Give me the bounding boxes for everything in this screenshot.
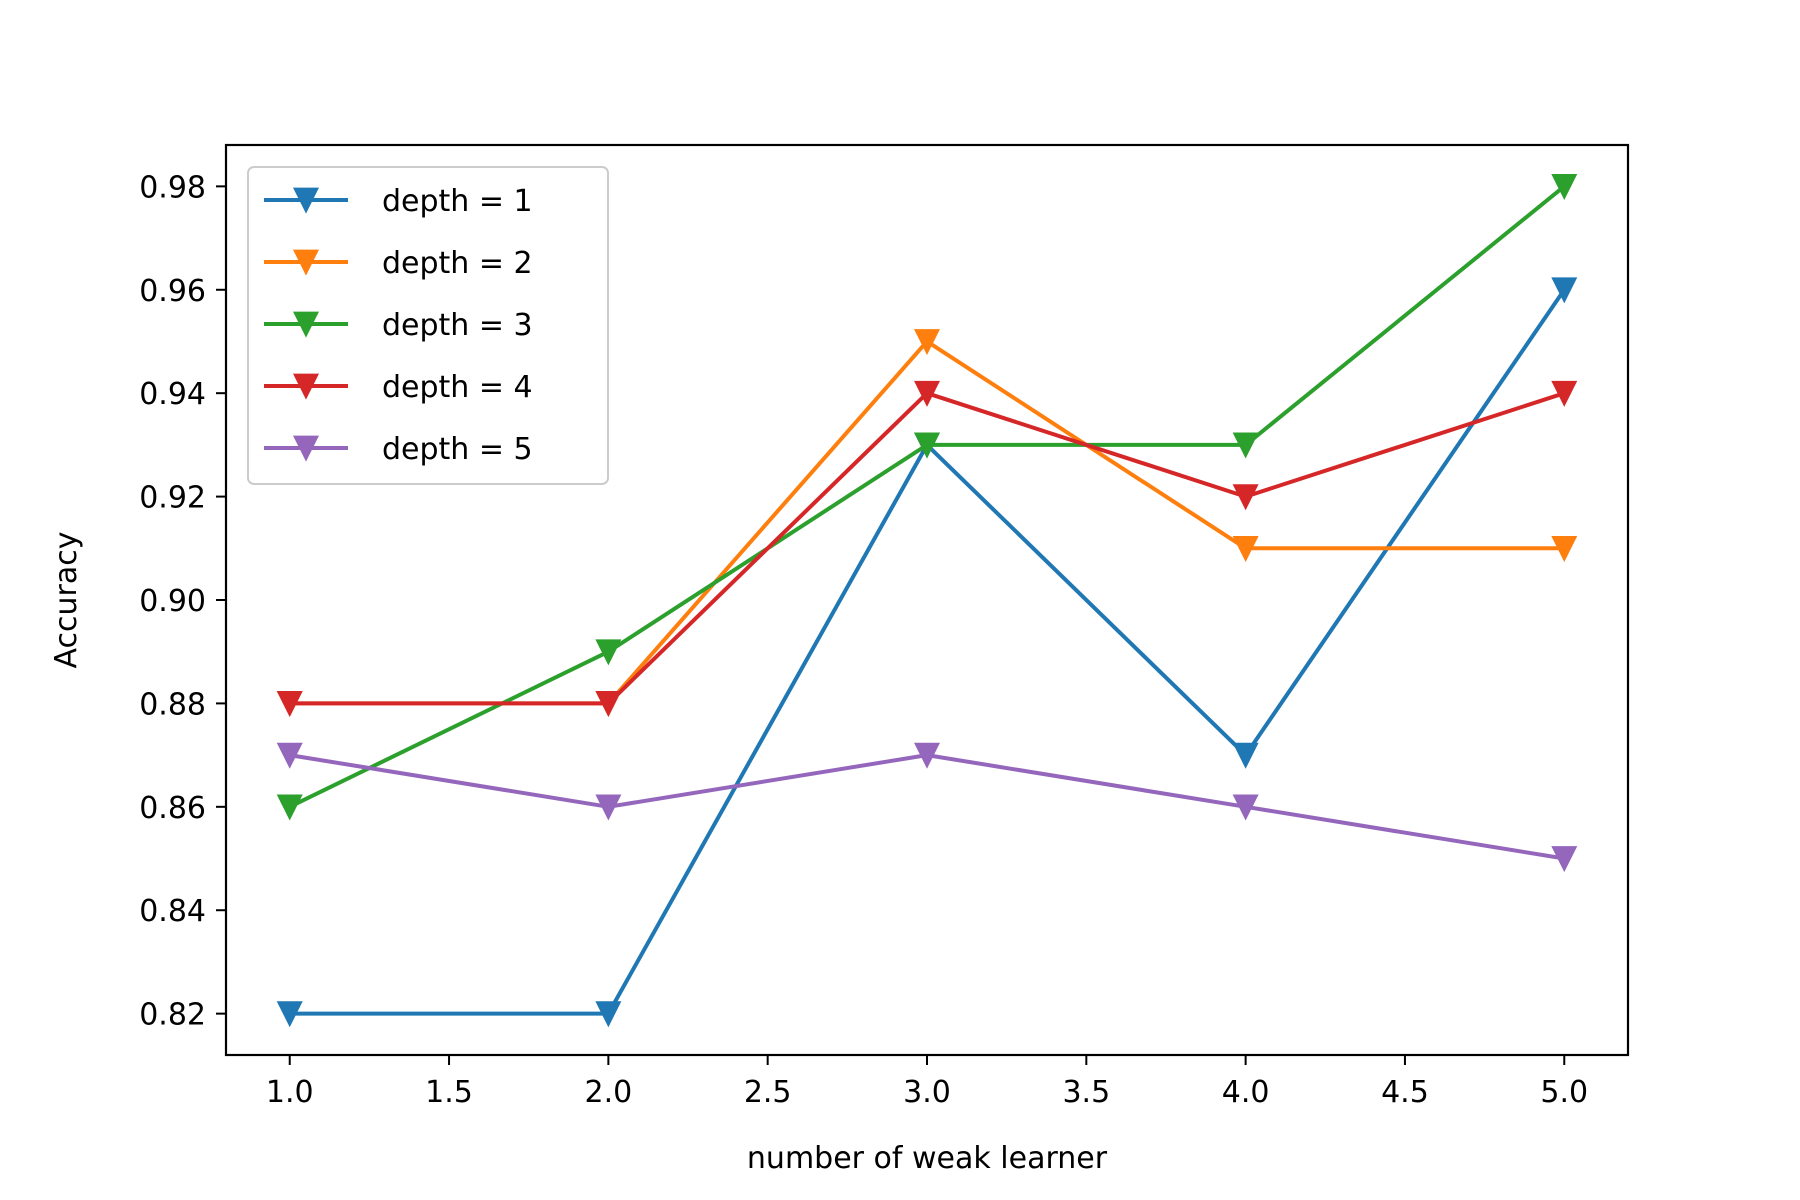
x-tick-label: 3.5 xyxy=(1062,1075,1110,1110)
data-point-marker xyxy=(914,329,940,356)
y-axis: 0.82 0.84 0.86 0.88 0.90 0.92 0.94 0.96 0.98 xyxy=(139,170,226,1033)
legend-marker xyxy=(293,187,319,214)
legend-box xyxy=(247,166,609,485)
legend-marker xyxy=(293,249,319,276)
x-tick-label: 3.0 xyxy=(903,1075,951,1110)
data-point-marker xyxy=(914,742,940,769)
y-tick-label: 0.88 xyxy=(139,687,206,722)
y-tick-label: 0.92 xyxy=(139,481,206,516)
y-tick-label: 0.96 xyxy=(139,274,206,309)
legend-item: depth = 5 xyxy=(264,432,533,467)
data-point-marker xyxy=(276,1001,303,1028)
legend-label: depth = 5 xyxy=(382,432,533,467)
series-layer xyxy=(276,174,1578,1028)
plot-frame xyxy=(224,143,1630,1057)
data-point-marker xyxy=(1232,794,1259,821)
x-tick-label: 1.0 xyxy=(266,1075,314,1110)
data-point-marker xyxy=(595,639,622,666)
y-tick-label: 0.94 xyxy=(139,377,206,412)
series-4 xyxy=(276,380,1578,718)
x-axis-title: number of weak learner xyxy=(747,1141,1108,1176)
legend-label: depth = 3 xyxy=(382,308,533,343)
legend-label: depth = 1 xyxy=(382,184,533,219)
legend-marker xyxy=(293,435,319,462)
data-point-marker xyxy=(1232,535,1259,562)
y-tick-label: 0.86 xyxy=(139,791,206,826)
y-tick-label: 0.90 xyxy=(139,584,206,619)
legend-item: depth = 2 xyxy=(264,246,533,281)
data-point-marker xyxy=(1232,484,1259,511)
data-point-marker xyxy=(1551,174,1578,201)
legend-marker xyxy=(293,373,319,400)
x-tick-label: 4.0 xyxy=(1222,1075,1270,1110)
legend-label: depth = 4 xyxy=(382,370,533,405)
data-point-marker xyxy=(1551,380,1578,407)
data-point-marker xyxy=(1551,277,1578,304)
legend-marker xyxy=(293,311,319,338)
data-point-marker xyxy=(276,691,303,718)
y-tick-label: 0.98 xyxy=(139,170,206,205)
data-point-marker xyxy=(1551,846,1578,873)
legend-item: depth = 4 xyxy=(264,370,533,405)
y-tick-label: 0.84 xyxy=(139,894,206,929)
data-point-marker xyxy=(914,432,940,459)
data-point-marker xyxy=(1232,432,1259,459)
legend-item: depth = 1 xyxy=(264,184,533,219)
data-point-marker xyxy=(595,1001,622,1028)
x-axis: 1.0 1.5 2.0 2.5 3.0 3.5 4.0 4.5 5.0 xyxy=(266,1055,1588,1110)
data-point-marker xyxy=(276,794,303,821)
y-tick-label: 0.82 xyxy=(139,998,206,1033)
data-point-marker xyxy=(276,742,303,769)
data-point-marker xyxy=(595,794,622,821)
data-point-marker xyxy=(1232,742,1259,769)
x-tick-label: 4.5 xyxy=(1381,1075,1429,1110)
x-tick-label: 1.5 xyxy=(425,1075,473,1110)
data-point-marker xyxy=(914,380,940,407)
legend-item: depth = 3 xyxy=(264,308,533,343)
x-tick-label: 2.5 xyxy=(744,1075,792,1110)
x-tick-label: 5.0 xyxy=(1540,1075,1588,1110)
y-axis-title: Accuracy xyxy=(49,532,84,669)
series-5 xyxy=(276,742,1578,873)
x-tick-label: 2.0 xyxy=(585,1075,633,1110)
data-point-marker xyxy=(1551,535,1578,562)
legend: depth = 1 depth = 2 depth = 3 depth = 4 dept… xyxy=(247,166,609,485)
legend-label: depth = 2 xyxy=(382,246,533,281)
data-point-marker xyxy=(595,691,622,718)
